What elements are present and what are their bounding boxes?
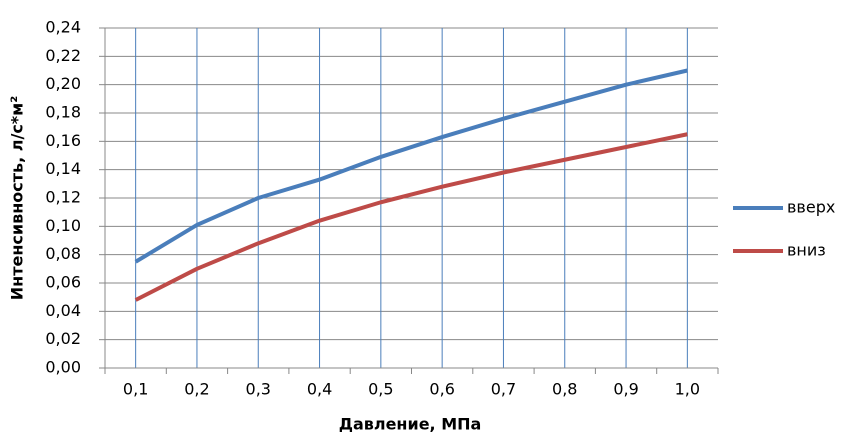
y-axis-title: Интенсивность, л/с*м² [8, 96, 27, 301]
x-tick-label: 1,0 [675, 380, 700, 399]
y-tick-label: 0,24 [45, 18, 81, 37]
x-tick-label: 0,8 [552, 380, 577, 399]
series-line [134, 68, 688, 264]
series-line [134, 132, 688, 302]
x-axis-title: Давление, МПа [339, 415, 482, 434]
y-tick-label: 0,22 [45, 46, 81, 65]
x-tick-label: 0,3 [246, 380, 271, 399]
x-tick-label: 0,2 [184, 380, 209, 399]
x-tick-label: 0,1 [123, 380, 148, 399]
x-tick-label: 0,9 [613, 380, 638, 399]
x-tick-label: 0,5 [368, 380, 393, 399]
y-tick-label: 0,00 [45, 358, 81, 377]
y-tick-label: 0,16 [45, 131, 81, 150]
legend-label: вверх [787, 198, 835, 217]
y-tick-label: 0,04 [45, 301, 81, 320]
legend-label: вниз [787, 241, 826, 260]
y-tick-label: 0,12 [45, 188, 81, 207]
y-tick-label: 0,06 [45, 273, 81, 292]
y-tick-label: 0,08 [45, 244, 81, 263]
y-tick-label: 0,02 [45, 329, 81, 348]
y-tick-label: 0,18 [45, 103, 81, 122]
y-tick-label: 0,14 [45, 159, 81, 178]
y-tick-label: 0,20 [45, 74, 81, 93]
x-tick-label: 0,7 [491, 380, 516, 399]
x-tick-label: 0,4 [307, 380, 332, 399]
x-tick-label: 0,6 [429, 380, 454, 399]
y-tick-label: 0,10 [45, 216, 81, 235]
